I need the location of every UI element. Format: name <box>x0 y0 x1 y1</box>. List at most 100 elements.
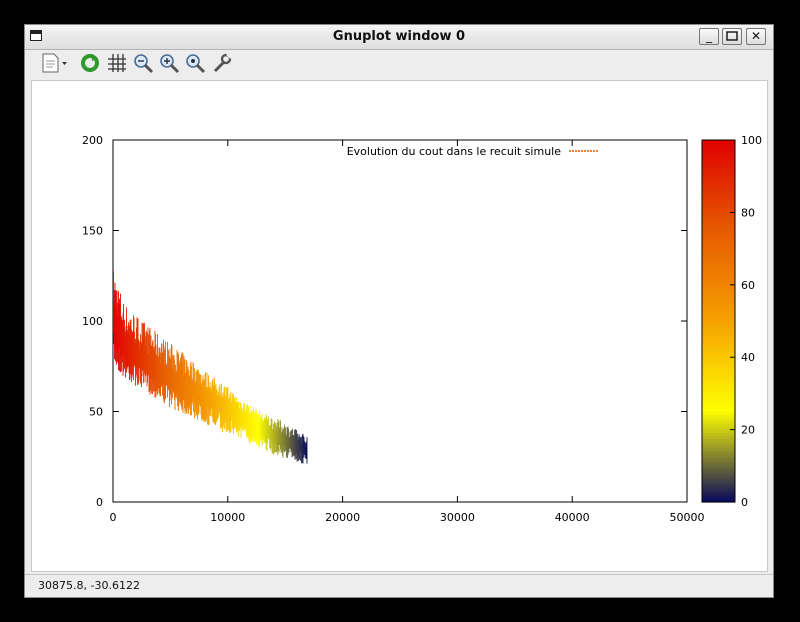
toolbar <box>25 50 773 78</box>
zoom-previous-icon[interactable] <box>132 52 154 74</box>
colorbar-segment <box>702 311 735 316</box>
colorbar-segment <box>702 200 735 204</box>
settings-icon[interactable] <box>211 52 233 74</box>
colorbar-segment <box>702 423 735 428</box>
colorbar-segment <box>702 305 735 310</box>
colorbar-segment <box>702 438 735 443</box>
colorbar-segment <box>702 327 735 331</box>
colorbar-segment <box>702 239 735 244</box>
colorbar-segment <box>702 230 735 235</box>
colorbar-segment <box>702 254 735 259</box>
colorbar-segment <box>702 480 735 485</box>
status-bar: 30875.8, -30.6122 <box>25 574 773 597</box>
colorbar-tick-label: 100 <box>741 134 762 147</box>
colorbar-segment <box>702 161 735 165</box>
chart-svg[interactable]: 0 10000 20000 30000 40000 50000050100150200Ev… <box>32 81 767 571</box>
colorbar-segment <box>702 257 735 262</box>
colorbar-segment <box>702 432 735 437</box>
colorbar-segment <box>702 399 735 404</box>
colorbar-segment <box>702 215 735 220</box>
colorbar-segment <box>702 414 735 419</box>
colorbar-segment <box>702 345 735 349</box>
colorbar-segment <box>702 308 735 313</box>
colorbar-segment <box>702 402 735 407</box>
colorbar-segment <box>702 348 735 352</box>
colorbar-segment <box>702 321 735 325</box>
colorbar-segment <box>702 384 735 388</box>
colorbar-segment <box>702 393 735 398</box>
colorbar-segment <box>702 227 735 232</box>
colorbar-segment <box>702 155 735 159</box>
colorbar-segment <box>702 164 735 168</box>
colorbar-segment <box>702 212 735 217</box>
colorbar-segment <box>702 411 735 416</box>
colorbar-segment <box>702 372 735 376</box>
colorbar-segment <box>702 179 735 183</box>
x-tick-label: 20000 <box>325 511 360 524</box>
colorbar-segment <box>702 146 735 150</box>
grid-icon[interactable] <box>106 52 128 74</box>
colorbar-segment <box>702 477 735 482</box>
x-tick-label: 10000 <box>210 511 245 524</box>
colorbar-segment <box>702 233 735 238</box>
minimize-button[interactable]: _ <box>699 28 719 45</box>
colorbar-segment <box>702 366 735 370</box>
colorbar-segment <box>702 176 735 180</box>
colorbar-segment <box>702 339 735 343</box>
colorbar-segment <box>702 299 735 304</box>
colorbar-segment <box>702 441 735 446</box>
cursor-coordinates: 30875.8, -30.6122 <box>38 579 140 592</box>
colorbar-segment <box>702 405 735 410</box>
colorbar-tick-label: 0 <box>741 496 748 509</box>
window-menu-icon[interactable] <box>30 30 42 41</box>
x-tick-label: 30000 <box>440 511 475 524</box>
colorbar-segment <box>702 143 735 147</box>
colorbar-segment <box>702 465 735 470</box>
title-bar[interactable]: Gnuplot window 0 _ ✕ <box>25 25 773 50</box>
colorbar-segment <box>702 185 735 189</box>
y-tick-label: 200 <box>82 134 103 147</box>
colorbar-segment <box>702 236 735 241</box>
colorbar-segment <box>702 284 735 289</box>
autoscale-icon[interactable] <box>184 52 206 74</box>
colorbar-segment <box>702 396 735 401</box>
colorbar-segment <box>702 290 735 295</box>
maximize-button[interactable] <box>722 28 742 45</box>
colorbar-segment <box>702 173 735 177</box>
colorbar-segment <box>702 140 735 144</box>
colorbar-segment <box>702 333 735 337</box>
replot-icon[interactable] <box>79 52 101 74</box>
colorbar-segment <box>702 375 735 379</box>
colorbar-segment <box>702 152 735 156</box>
colorbar-segment <box>702 188 735 192</box>
plot-area[interactable]: 0 10000 20000 30000 40000 50000 0 50 100 150 200 Ev… <box>31 80 768 572</box>
colorbar-segment <box>702 435 735 440</box>
colorbar-segment <box>702 281 735 286</box>
colorbar-segment <box>702 459 735 464</box>
copy-menu-icon[interactable] <box>39 52 69 74</box>
colorbar-segment <box>702 495 735 500</box>
legend-label: Evolution du cout dans le recuit simule <box>347 145 562 158</box>
x-tick-label: 50000 <box>670 511 705 524</box>
colorbar-segment <box>702 378 735 382</box>
colorbar-segment <box>702 314 735 319</box>
colorbar-segment <box>702 272 735 277</box>
colorbar-segment <box>702 342 735 346</box>
close-button[interactable]: ✕ <box>746 28 766 45</box>
colorbar-segment <box>702 357 735 361</box>
gnuplot-window: Gnuplot window 0 _ ✕ <box>24 24 774 598</box>
colorbar-segment <box>702 197 735 201</box>
colorbar-segment <box>702 492 735 497</box>
colorbar-frame <box>701 139 736 503</box>
colorbar-segment <box>702 408 735 413</box>
colorbar-segment <box>702 351 735 355</box>
colorbar-segment <box>702 221 735 226</box>
colorbar-segment <box>702 218 735 223</box>
colorbar-segment <box>702 317 735 322</box>
y-tick-label: 0 <box>96 496 103 509</box>
colorbar-segment <box>702 486 735 491</box>
x-tick-label: 40000 <box>555 511 590 524</box>
colorbar-segment <box>702 360 735 364</box>
zoom-next-icon[interactable] <box>158 52 180 74</box>
colorbar-segment <box>702 287 735 292</box>
